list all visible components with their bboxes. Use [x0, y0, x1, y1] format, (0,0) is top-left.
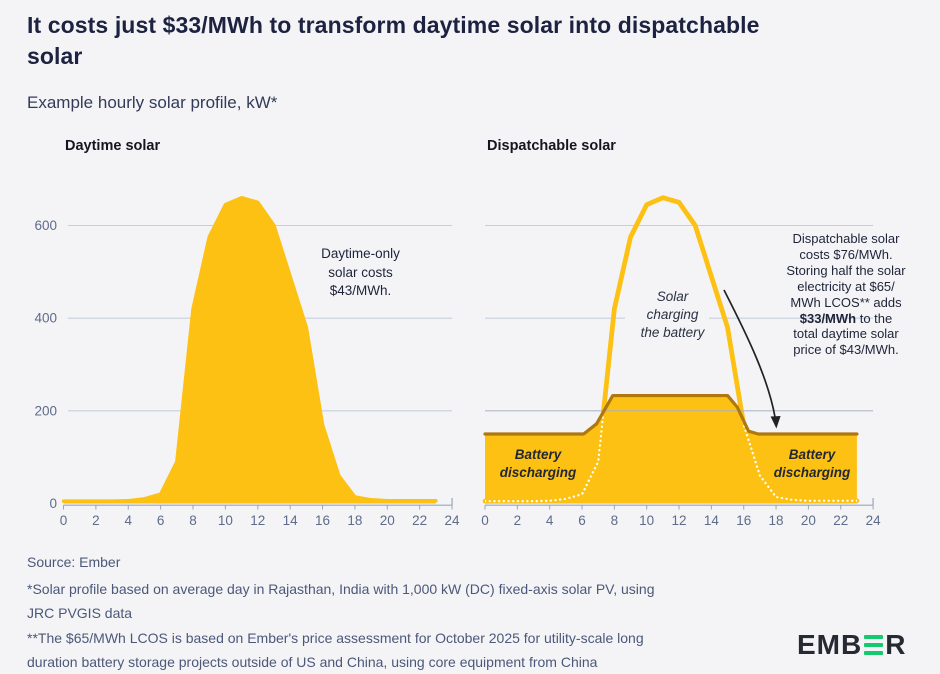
footnote-line: duration battery storage projects outsid…	[27, 654, 598, 671]
source-line: Source: Ember	[27, 554, 121, 570]
footnote-line: JRC PVGIS data	[27, 605, 133, 622]
label-line: Battery	[514, 447, 562, 462]
x-axis-tick-label: 2	[514, 513, 522, 528]
x-axis-tick-label: 16	[315, 513, 330, 528]
x-axis-tick-label: 20	[380, 513, 395, 528]
x-axis-tick-label: 22	[833, 513, 848, 528]
annotation-line: $33/MWh to the	[772, 311, 920, 327]
solar-dotted-behind-dispatch	[485, 395, 857, 503]
battery-discharging-label-right: Battery discharging	[748, 446, 876, 482]
logo-text-r: R	[885, 629, 907, 660]
x-axis-tick-label: 10	[218, 513, 233, 528]
label-line: charging	[646, 307, 699, 322]
page-subtitle: Example hourly solar profile, kW*	[27, 93, 278, 112]
x-axis-tick-label: 10	[639, 513, 654, 528]
annotation-line: Storing half the solar	[786, 262, 906, 278]
y-axis-tick-label: 400	[34, 311, 57, 326]
dispatch-edge	[483, 393, 859, 436]
dispatchable-cost-annotation: Dispatchable solar costs $76/MWh. Storin…	[772, 231, 920, 358]
annotation-line: solar costs	[328, 264, 393, 280]
annotation-text: to the	[856, 310, 893, 326]
footnotes: Source: Ember *Solar profile based on av…	[27, 550, 797, 674]
x-axis-tick-label: 4	[546, 513, 554, 528]
page-title-line2: solar	[27, 43, 83, 69]
x-axis-tick-label: 8	[189, 513, 197, 528]
label-line: the battery	[640, 325, 705, 340]
x-axis-tick-label: 6	[578, 513, 586, 528]
x-axis-tick-label: 22	[412, 513, 427, 528]
y-axis-tick-label: 600	[34, 218, 57, 233]
label-line: Solar	[656, 289, 689, 304]
label-line: discharging	[773, 465, 851, 480]
x-axis-tick-label: 0	[481, 513, 489, 528]
logo-green-e-icon	[864, 634, 884, 656]
y-axis-tick-label: 200	[34, 403, 57, 418]
left-panel-title: Daytime solar	[65, 138, 161, 154]
x-axis-tick-label: 6	[157, 513, 165, 528]
label-line: discharging	[499, 465, 577, 480]
annotation-arrowhead-icon	[770, 416, 781, 429]
annotation-line: Daytime-only	[321, 246, 400, 261]
annotation-line: Dispatchable solar	[792, 231, 900, 246]
x-axis-tick-label: 8	[611, 513, 619, 528]
page-title: It costs just $33/MWh to transform dayti…	[27, 10, 897, 72]
right-panel-title: Dispatchable solar	[487, 138, 616, 154]
solar-area	[63, 197, 436, 504]
x-axis-tick-label: 4	[125, 513, 133, 528]
annotation-line: price of $43/MWh.	[793, 342, 899, 358]
annotation-line: MWh LCOS** adds	[790, 294, 902, 310]
dispatch-area	[485, 395, 857, 504]
battery-discharging-label-left: Battery discharging	[478, 446, 598, 482]
x-axis-tick-label: 14	[704, 513, 720, 528]
solar-area-edge	[61, 195, 438, 503]
footnote-line: **The $65/MWh LCOS is based on Ember's p…	[27, 629, 644, 646]
annotation-line: total daytime solar	[793, 326, 899, 342]
annotation-line: electricity at $65/	[797, 278, 895, 294]
ember-logo: EMB R	[797, 629, 906, 661]
y-axis-tick-label: 0	[49, 496, 57, 511]
logo-text-emb: EMB	[797, 629, 863, 660]
label-line: Battery	[788, 447, 836, 462]
solar-charging-label: Solar charging the battery	[615, 288, 730, 342]
x-axis-tick-label: 12	[250, 513, 265, 528]
x-axis-tick-label: 2	[92, 513, 100, 528]
dispatchable-solar-chart: 0 2 4 6 8 10 12 14 16 18 20 22 24	[481, 195, 882, 528]
x-axis-tick-label: 16	[736, 513, 751, 528]
footnote-line: *Solar profile based on average day in R…	[27, 580, 655, 597]
x-axis-tick-label: 18	[769, 513, 784, 528]
annotation-arrow	[723, 289, 776, 418]
x-axis-tick-label: 14	[283, 513, 299, 528]
x-axis-tick-label: 12	[672, 513, 687, 528]
x-axis-tick-label: 0	[60, 513, 68, 528]
daytime-cost-annotation: Daytime-only solar costs $43/MWh.	[298, 245, 423, 301]
page-title-line1: It costs just $33/MWh to transform dayti…	[27, 12, 760, 38]
x-axis-tick-label: 24	[445, 513, 461, 528]
x-axis-tick-label: 24	[866, 513, 882, 528]
annotation-bold: $33/MWh	[799, 310, 857, 326]
x-axis-tick-label: 20	[801, 513, 816, 528]
annotation-line: costs $76/MWh.	[799, 246, 893, 262]
x-axis-tick-label: 18	[347, 513, 362, 528]
annotation-line: $43/MWh.	[329, 283, 392, 298]
